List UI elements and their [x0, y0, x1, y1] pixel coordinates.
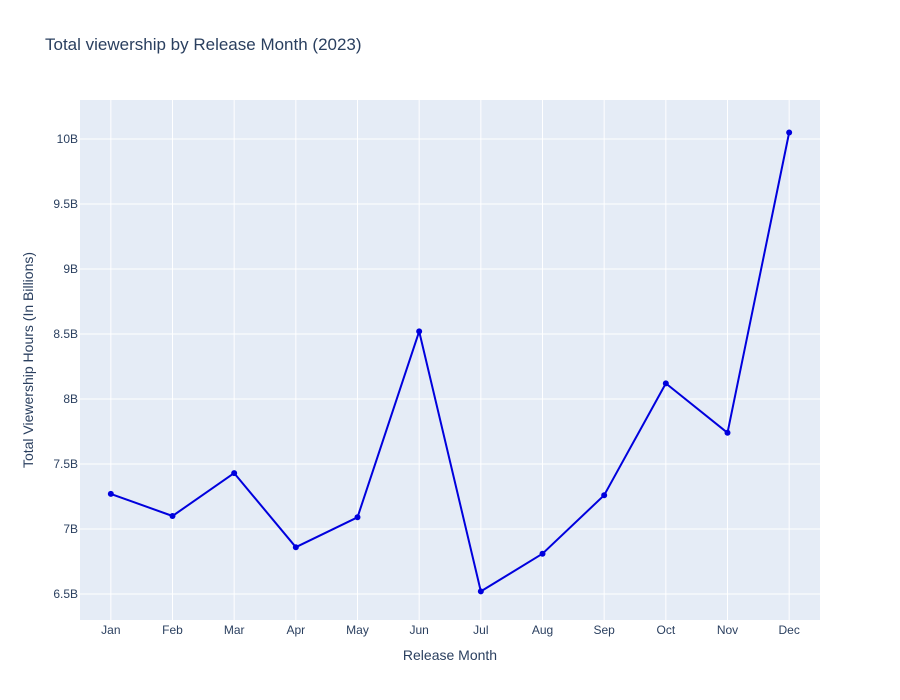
x-tick-label: Mar: [224, 623, 245, 637]
data-point: [292, 544, 299, 551]
x-tick-label: Oct: [656, 623, 675, 637]
grid-lines: [80, 100, 820, 620]
x-tick-label: Nov: [717, 623, 738, 637]
series-layer: [107, 129, 793, 595]
data-point: [477, 588, 484, 595]
plot-area: [80, 100, 820, 620]
x-tick-label: Dec: [778, 623, 799, 637]
series-line: [109, 131, 791, 593]
data-point: [724, 429, 731, 436]
y-axis-title: Total Viewership Hours (In Billions): [20, 252, 36, 468]
data-point: [107, 490, 114, 497]
y-tick-label: 9B: [63, 262, 78, 276]
data-point: [231, 470, 238, 477]
data-point: [354, 514, 361, 521]
axis-layer: Jan Feb Mar Apr May Jun Jul Aug Sep Oct Nov Dec 6.5B…: [53, 132, 800, 637]
y-tick-label: 7.5B: [53, 457, 78, 471]
x-tick-label: Sep: [593, 623, 615, 637]
y-tick-label: 10B: [57, 132, 78, 146]
y-tick-label: 8.5B: [53, 327, 78, 341]
x-axis-title: Release Month: [403, 647, 497, 663]
y-tick-label: 6.5B: [53, 587, 78, 601]
x-tick-label: Apr: [286, 623, 305, 637]
x-tick-label: Feb: [162, 623, 183, 637]
y-tick-label: 7B: [63, 522, 78, 536]
x-tick-label: Jan: [101, 623, 120, 637]
x-tick-label: Jun: [409, 623, 428, 637]
data-point: [662, 380, 669, 387]
data-point: [539, 550, 546, 557]
x-tick-label: Jul: [473, 623, 488, 637]
data-point: [786, 129, 793, 136]
x-tick-label: May: [346, 623, 369, 637]
chart-title: Total viewership by Release Month (2023): [45, 35, 362, 54]
y-tick-label: 9.5B: [53, 197, 78, 211]
data-point: [416, 328, 423, 335]
data-point: [601, 492, 608, 499]
x-tick-label: Aug: [532, 623, 553, 637]
y-tick-label: 8B: [63, 392, 78, 406]
data-point: [169, 513, 176, 519]
